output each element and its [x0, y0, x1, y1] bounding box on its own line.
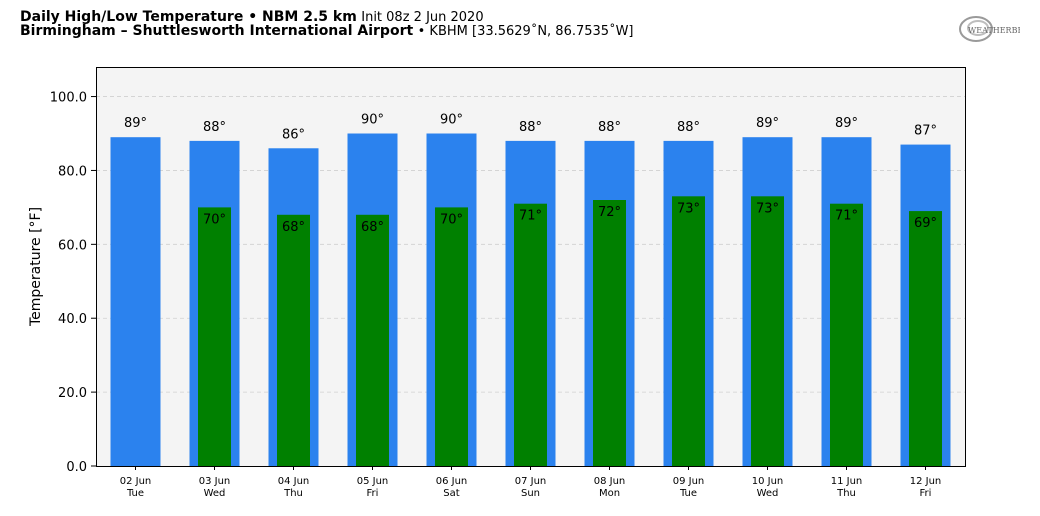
x-tick-label-day: Wed	[757, 488, 779, 499]
high-temp-label: 89°	[835, 116, 858, 131]
x-tick-label-day: Wed	[204, 488, 226, 499]
weatherbell-logo-icon: WEATHERBELL	[959, 16, 1020, 42]
x-tick-label-date: 06 Jun	[436, 476, 468, 487]
high-temp-label: 88°	[519, 120, 542, 135]
y-tick-label: 60.0	[58, 238, 87, 253]
low-temp-bar	[593, 200, 626, 466]
high-temp-label: 88°	[677, 120, 700, 135]
low-temp-label: 69°	[914, 216, 937, 231]
high-temp-label: 88°	[598, 120, 621, 135]
logo-text: WEATHERBELL	[968, 26, 1020, 35]
x-tick-label-date: 11 Jun	[831, 476, 863, 487]
low-temp-label: 68°	[361, 220, 384, 235]
x-tick-label-day: Sat	[443, 488, 459, 499]
station-name: Birmingham – Shuttlesworth International…	[20, 23, 414, 39]
bars	[110, 133, 951, 467]
low-temp-label: 70°	[203, 212, 226, 227]
x-tick-label-date: 10 Jun	[752, 476, 784, 487]
low-temp-bar	[751, 196, 784, 467]
high-temp-label: 90°	[440, 113, 463, 128]
x-tick-label-day: Mon	[599, 488, 620, 499]
low-temp-bar	[198, 207, 231, 466]
high-temp-label: 90°	[361, 113, 384, 128]
low-temp-bar	[277, 214, 310, 466]
x-tick-label-date: 03 Jun	[199, 476, 231, 487]
x-tick-label-day: Thu	[283, 488, 303, 499]
y-tick-label: 100.0	[50, 91, 87, 106]
x-tick-label-date: 07 Jun	[515, 476, 547, 487]
station-coords: • KBHM [33.5629˚N, 86.7535˚W]	[417, 24, 634, 39]
low-temp-label: 73°	[677, 201, 700, 216]
x-tick-label-day: Fri	[920, 488, 932, 499]
low-temp-label: 72°	[598, 205, 621, 220]
y-axis: 0.0 20.0 40.0 60.0 80.0 100.0	[50, 91, 96, 475]
high-temp-label: 87°	[914, 124, 937, 139]
x-tick-label-date: 09 Jun	[673, 476, 705, 487]
low-temp-bar	[672, 196, 705, 467]
low-temp-label: 68°	[282, 220, 305, 235]
y-tick-label: 20.0	[58, 386, 87, 401]
y-tick-label: 40.0	[58, 312, 87, 327]
low-temp-bar	[909, 211, 942, 466]
x-tick-label-day: Tue	[126, 488, 144, 499]
x-tick-label-date: 02 Jun	[120, 476, 152, 487]
x-tick-label-date: 08 Jun	[594, 476, 626, 487]
plot-frame	[96, 67, 966, 467]
chart-title-line2: Birmingham – Shuttlesworth International…	[20, 23, 634, 40]
high-temp-label: 89°	[124, 116, 147, 131]
high-temp-label: 88°	[203, 120, 226, 135]
x-tick-label-day: Thu	[836, 488, 856, 499]
x-tick-label-day: Tue	[679, 488, 697, 499]
low-temp-bar	[830, 203, 863, 466]
low-temp-bar	[356, 214, 389, 466]
x-tick-label-date: 12 Jun	[910, 476, 942, 487]
x-tick-label-date: 04 Jun	[278, 476, 310, 487]
x-tick-label-day: Sun	[521, 488, 540, 499]
low-temp-label: 73°	[756, 201, 779, 216]
chart-title: Daily High/Low Temperature • NBM 2.5 km	[20, 9, 357, 25]
low-temp-label: 70°	[440, 212, 463, 227]
init-time: Init 08z 2 Jun 2020	[361, 10, 484, 25]
low-temp-label: 71°	[519, 209, 542, 224]
high-temp-label: 86°	[282, 127, 305, 142]
x-tick-label-day: Fri	[367, 488, 379, 499]
low-temp-bar	[435, 207, 468, 466]
high-temp-label: 89°	[756, 116, 779, 131]
x-tick-label-date: 05 Jun	[357, 476, 389, 487]
high-temp-bar	[110, 137, 161, 466]
chart-title-line1: Daily High/Low Temperature • NBM 2.5 km …	[20, 9, 484, 26]
y-tick-label: 0.0	[66, 460, 87, 475]
y-tick-label: 80.0	[58, 164, 87, 179]
value-labels: 89° 88° 70° 86° 68° 90° 68° 90° 70° 88° 71° 88° 72° 8…	[124, 113, 937, 235]
low-temp-label: 71°	[835, 209, 858, 224]
y-axis-label: Temperature [°F]	[28, 207, 44, 327]
low-temp-bar	[514, 203, 547, 466]
